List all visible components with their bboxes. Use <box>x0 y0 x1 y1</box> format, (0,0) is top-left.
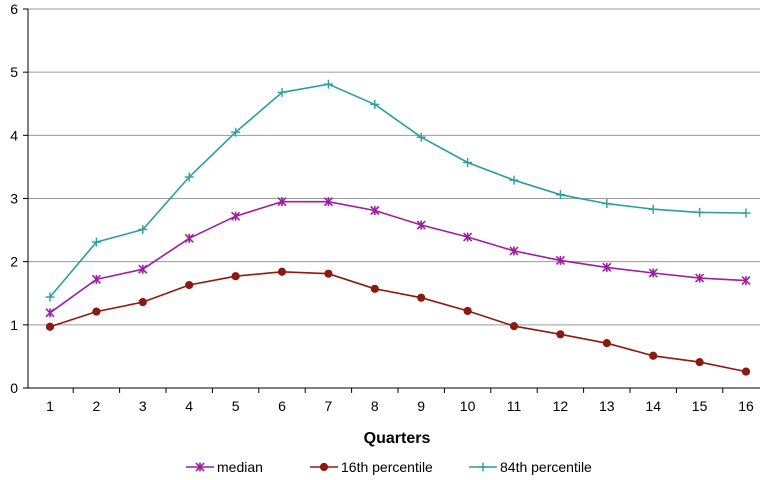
y-tick-label-0: 0 <box>10 380 18 396</box>
data-point-16th-percentile-8 <box>370 284 379 293</box>
data-point-16th-percentile-1 <box>45 322 55 331</box>
data-point-median-1 <box>45 308 55 318</box>
x-tick-label-13: 13 <box>599 398 615 414</box>
series-16th-percentile <box>45 267 751 376</box>
series-median <box>45 197 751 318</box>
data-point-84th-percentile-16 <box>741 208 751 218</box>
data-point-84th-percentile-7 <box>323 79 333 89</box>
data-point-84th-percentile-4 <box>184 172 194 182</box>
data-point-16th-percentile-15 <box>695 358 704 367</box>
legend-item-median: median <box>186 459 263 475</box>
data-point-84th-percentile-2 <box>91 237 101 247</box>
data-point-84th-percentile-8 <box>370 99 380 109</box>
data-point-median-14 <box>648 268 658 278</box>
series-group <box>45 79 751 376</box>
legend-label-median: median <box>217 459 263 475</box>
data-point-median-12 <box>555 255 565 265</box>
x-tick-label-12: 12 <box>553 398 569 414</box>
series-line-16th-percentile <box>49 270 747 373</box>
x-tick-label-14: 14 <box>645 398 661 414</box>
data-point-median-10 <box>463 232 473 242</box>
data-point-median-5 <box>231 211 241 221</box>
legend-item-84th-percentile: 84th percentile <box>469 459 592 475</box>
data-point-16th-percentile-3 <box>138 297 147 307</box>
data-point-median-2 <box>91 274 101 284</box>
x-tick-label-11: 11 <box>507 398 522 414</box>
data-point-84th-percentile-6 <box>277 87 287 97</box>
series-line-median <box>49 200 747 314</box>
legend-marker <box>195 462 205 472</box>
data-point-16th-percentile-5 <box>231 272 240 281</box>
data-point-16th-percentile-10 <box>463 306 472 316</box>
data-point-84th-percentile-3 <box>138 224 148 234</box>
data-point-median-3 <box>138 264 148 274</box>
x-tick-label-5: 5 <box>232 398 240 414</box>
x-tick-label-7: 7 <box>325 398 333 414</box>
data-point-84th-percentile-10 <box>463 157 473 167</box>
data-point-median-13 <box>602 262 612 272</box>
x-tick-label-16: 16 <box>738 398 754 414</box>
legend-marker <box>319 462 329 472</box>
data-point-84th-percentile-5 <box>231 127 241 137</box>
data-point-84th-percentile-14 <box>648 204 658 214</box>
data-point-16th-percentile-14 <box>649 351 658 360</box>
data-point-median-9 <box>416 220 426 230</box>
data-point-84th-percentile-15 <box>695 207 705 217</box>
y-tick-label-6: 6 <box>10 1 18 17</box>
data-point-16th-percentile-4 <box>185 280 194 290</box>
data-point-84th-percentile-12 <box>555 190 565 200</box>
data-point-median-15 <box>695 273 705 283</box>
data-point-16th-percentile-16 <box>741 367 751 376</box>
data-point-median-6 <box>277 197 287 207</box>
series-84th-percentile <box>45 79 751 302</box>
data-point-16th-percentile-6 <box>277 267 287 276</box>
x-axis-title: Quarters <box>364 430 431 447</box>
data-point-median-7 <box>323 197 333 207</box>
data-point-84th-percentile-1 <box>45 292 55 302</box>
y-tick-label-1: 1 <box>10 317 18 333</box>
legend-marker <box>478 462 488 472</box>
data-point-median-8 <box>370 205 380 216</box>
x-tick-label-6: 6 <box>278 398 286 414</box>
x-tick-label-4: 4 <box>185 398 193 414</box>
gridlines <box>28 8 760 326</box>
data-point-16th-percentile-12 <box>556 330 565 339</box>
data-point-16th-percentile-9 <box>417 293 426 302</box>
legend-item-16th-percentile: 16th percentile <box>310 459 433 475</box>
data-point-16th-percentile-7 <box>324 269 333 278</box>
x-tick-label-1: 1 <box>46 398 54 414</box>
data-point-84th-percentile-11 <box>509 175 519 185</box>
x-tick-label-15: 15 <box>692 398 708 414</box>
legend-label-16th-percentile: 16th percentile <box>341 459 433 475</box>
legend-label-84th-percentile: 84th percentile <box>500 459 592 475</box>
data-point-median-11 <box>509 246 519 256</box>
data-point-84th-percentile-13 <box>602 199 612 209</box>
data-point-16th-percentile-11 <box>509 321 519 331</box>
data-point-84th-percentile-9 <box>416 132 426 142</box>
x-tick-label-9: 9 <box>417 398 425 414</box>
y-tick-label-2: 2 <box>10 254 18 270</box>
y-tick-label-3: 3 <box>10 191 18 207</box>
y-tick-label-5: 5 <box>10 64 18 80</box>
legend: median 16th percentile 84th percentile <box>186 459 592 475</box>
data-point-16th-percentile-13 <box>602 339 611 348</box>
data-point-16th-percentile-2 <box>92 307 101 316</box>
x-tick-label-2: 2 <box>93 398 101 414</box>
x-tick-label-3: 3 <box>139 398 147 414</box>
data-point-median-4 <box>184 233 194 243</box>
data-point-median-16 <box>741 276 751 286</box>
x-tick-label-10: 10 <box>460 398 476 414</box>
series-line-84th-percentile <box>49 83 747 298</box>
y-tick-label-4: 4 <box>10 127 18 143</box>
x-tick-label-8: 8 <box>371 398 379 414</box>
